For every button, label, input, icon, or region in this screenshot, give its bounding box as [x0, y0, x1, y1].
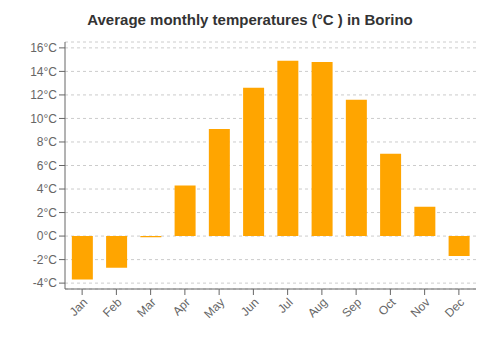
svg-text:Jan: Jan — [67, 295, 91, 319]
svg-text:Jun: Jun — [238, 295, 262, 319]
svg-text:0°C: 0°C — [37, 229, 57, 243]
svg-text:2°C: 2°C — [37, 206, 57, 220]
svg-text:-2°C: -2°C — [33, 253, 57, 267]
svg-text:Dec: Dec — [442, 295, 467, 320]
svg-text:Jul: Jul — [275, 295, 296, 316]
svg-text:May: May — [201, 295, 227, 321]
svg-text:Mar: Mar — [134, 295, 159, 320]
svg-text:Aug: Aug — [305, 295, 330, 320]
html-text:Average monthly temperatures (: Average monthly temperatures (°C ) in Bo… — [87, 11, 413, 28]
svg-text:Oct: Oct — [375, 295, 399, 319]
svg-text:8°C: 8°C — [37, 135, 57, 149]
svg-text:16°C: 16°C — [30, 41, 57, 55]
svg-text:Apr: Apr — [170, 295, 193, 318]
svg-text:Sep: Sep — [339, 295, 364, 320]
svg-text:14°C: 14°C — [30, 65, 57, 79]
svg-text:6°C: 6°C — [37, 159, 57, 173]
svg-text:-4°C: -4°C — [33, 276, 57, 290]
svg-text:12°C: 12°C — [30, 88, 57, 102]
svg-text:Feb: Feb — [100, 295, 125, 320]
svg-text:Nov: Nov — [408, 295, 433, 320]
svg-text:10°C: 10°C — [30, 112, 57, 126]
svg-text:4°C: 4°C — [37, 182, 57, 196]
